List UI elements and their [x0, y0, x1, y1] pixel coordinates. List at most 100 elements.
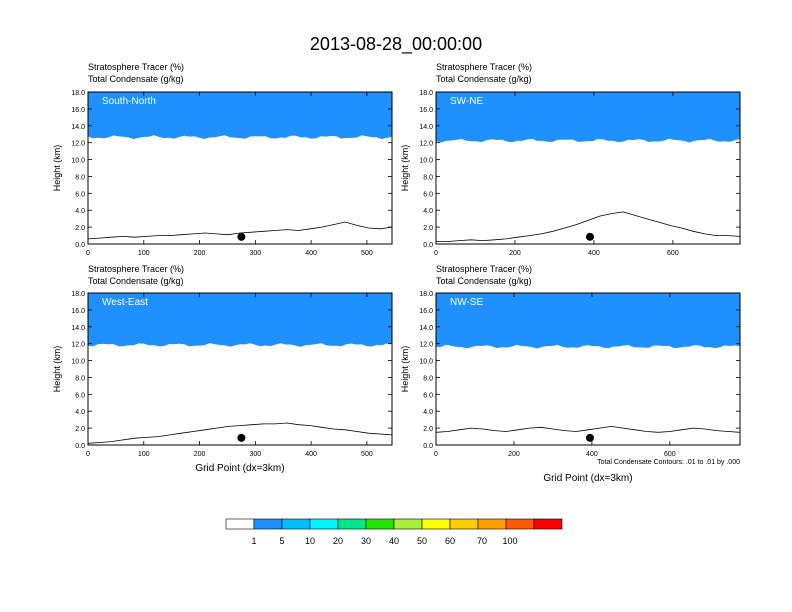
- y-tick-label: 8.0: [423, 174, 433, 181]
- panel-label: South-North: [102, 96, 156, 107]
- y-tick-label: 14.0: [71, 124, 85, 131]
- y-tick-label: 10.0: [71, 158, 85, 165]
- colorbar-label: 60: [445, 536, 455, 546]
- panel-label: NW-SE: [450, 297, 483, 308]
- x-tick-label: 0: [434, 451, 438, 458]
- colorbar: 1 5 10 20 30 40 50 60 70 100: [225, 518, 563, 546]
- tracer-band: [436, 293, 740, 349]
- plot-area: [88, 293, 392, 445]
- location-marker: [585, 232, 594, 241]
- colorbar-swatch: [337, 518, 367, 530]
- y-tick-label: 10.0: [419, 359, 433, 366]
- y-tick-label: 4.0: [75, 208, 85, 215]
- y-tick-label: 18.0: [71, 90, 85, 97]
- terrain-line: [88, 422, 392, 444]
- x-tick-label: 200: [194, 250, 206, 257]
- panel-west-east: Stratosphere Tracer (%) Total Condensate…: [52, 264, 393, 474]
- x-tick-label: 200: [508, 451, 520, 458]
- contour-note: Total Condensate Contours: .01 to .01 by…: [597, 459, 740, 466]
- y-tick-label: 16.0: [71, 308, 85, 315]
- y-tick-label: 0.0: [75, 242, 85, 249]
- colorbar-label: 70: [477, 536, 487, 546]
- panel-subtitle-tracer: Stratosphere Tracer (%): [88, 264, 184, 274]
- colorbar-swatch: [365, 518, 395, 530]
- plot-frame: [435, 292, 741, 446]
- colorbar-swatch: [421, 518, 451, 530]
- y-tick-label: 10.0: [419, 158, 433, 165]
- x-tick-label: 400: [305, 250, 317, 257]
- y-tick-label: 16.0: [419, 308, 433, 315]
- plot-area: [436, 293, 740, 445]
- y-tick-label: 8.0: [75, 375, 85, 382]
- plot-frame: [87, 91, 393, 245]
- location-marker: [585, 433, 594, 442]
- y-tick-label: 16.0: [419, 107, 433, 114]
- panel-subtitle-condensate: Total Condensate (g/kg): [436, 74, 532, 84]
- terrain-line: [436, 425, 740, 433]
- panel-subtitle-tracer: Stratosphere Tracer (%): [88, 62, 184, 72]
- y-tick-label: 4.0: [423, 409, 433, 416]
- y-tick-label: 6.0: [423, 392, 433, 399]
- colorbar-label: 20: [333, 536, 343, 546]
- panel-label: West-East: [102, 297, 148, 308]
- y-tick-label: 2.0: [423, 225, 433, 232]
- panel-sw-ne: Stratosphere Tracer (%) Total Condensate…: [400, 62, 741, 257]
- colorbar-swatch: [309, 518, 339, 530]
- colorbar-swatch: [393, 518, 423, 530]
- y-tick-label: 12.0: [419, 141, 433, 148]
- y-axis-label: Height (km): [400, 145, 410, 192]
- terrain-line: [88, 221, 392, 240]
- tracer-band: [88, 293, 392, 347]
- y-tick-label: 6.0: [75, 191, 85, 198]
- x-tick-label: 300: [249, 250, 261, 257]
- location-marker: [237, 232, 246, 241]
- x-tick-label: 600: [667, 250, 679, 257]
- colorbar-swatch: [449, 518, 479, 530]
- plot-area: [88, 92, 392, 244]
- y-tick-label: 4.0: [75, 409, 85, 416]
- y-tick-label: 18.0: [419, 291, 433, 298]
- y-tick-label: 6.0: [75, 392, 85, 399]
- x-tick-label: 200: [194, 451, 206, 458]
- x-tick-label: 500: [361, 250, 373, 257]
- x-tick-label: 600: [664, 451, 676, 458]
- x-tick-label: 500: [361, 451, 373, 458]
- colorbar-label: 100: [502, 536, 517, 546]
- y-tick-label: 16.0: [71, 107, 85, 114]
- colorbar-swatch: [225, 518, 255, 530]
- x-tick-label: 400: [588, 250, 600, 257]
- y-tick-label: 14.0: [419, 325, 433, 332]
- x-tick-label: 100: [138, 250, 150, 257]
- y-axis-label: Height (km): [52, 346, 62, 393]
- x-tick-label: 100: [138, 451, 150, 458]
- y-tick-label: 0.0: [423, 242, 433, 249]
- colorbar-label: 10: [305, 536, 315, 546]
- panel-subtitle-condensate: Total Condensate (g/kg): [88, 276, 184, 286]
- y-tick-label: 8.0: [75, 174, 85, 181]
- y-tick-label: 10.0: [71, 359, 85, 366]
- plot-frame: [435, 91, 741, 245]
- y-tick-label: 0.0: [423, 443, 433, 450]
- x-tick-label: 300: [249, 451, 261, 458]
- colorbar-label: 5: [279, 536, 284, 546]
- y-tick-label: 4.0: [423, 208, 433, 215]
- colorbar-swatch: [533, 518, 563, 530]
- y-axis-label: Height (km): [400, 346, 410, 393]
- colorbar-swatch: [477, 518, 507, 530]
- y-tick-label: 14.0: [71, 325, 85, 332]
- colorbar-label: 50: [417, 536, 427, 546]
- colorbar-swatch: [281, 518, 311, 530]
- y-tick-label: 14.0: [419, 124, 433, 131]
- y-tick-label: 6.0: [423, 191, 433, 198]
- tracer-band: [436, 92, 740, 143]
- x-axis-label: Grid Point (dx=3km): [543, 473, 632, 484]
- location-marker: [237, 433, 246, 442]
- y-tick-label: 12.0: [71, 342, 85, 349]
- y-tick-label: 2.0: [75, 426, 85, 433]
- x-tick-label: 0: [86, 451, 90, 458]
- panel-subtitle-condensate: Total Condensate (g/kg): [88, 74, 184, 84]
- y-tick-label: 2.0: [75, 225, 85, 232]
- x-tick-label: 0: [434, 250, 438, 257]
- plot-frame: [87, 292, 393, 446]
